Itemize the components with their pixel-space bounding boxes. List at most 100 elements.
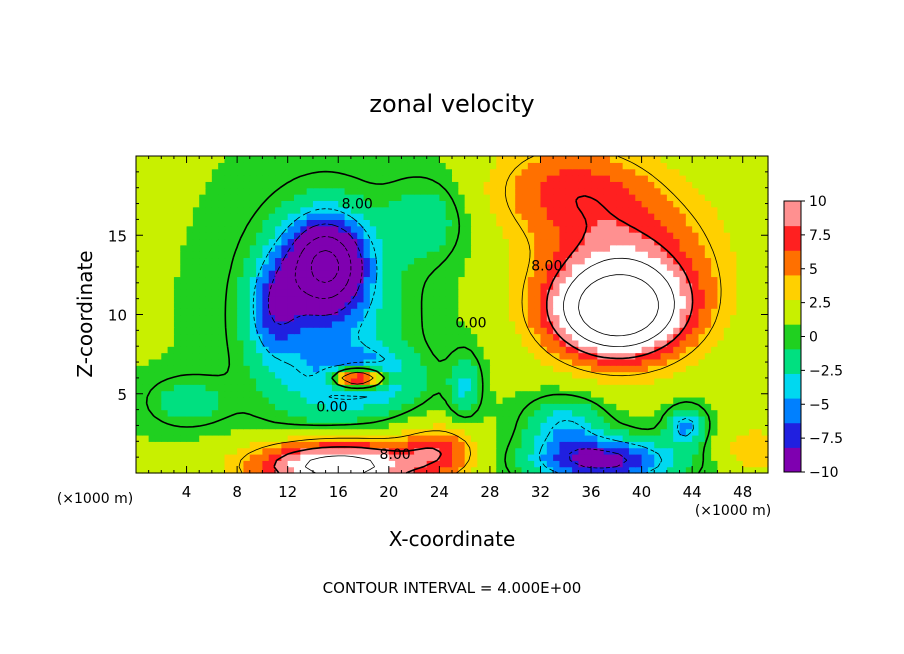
heatmap-cell xyxy=(331,428,339,436)
heatmap-cell xyxy=(218,346,226,354)
heatmap-cell xyxy=(369,232,377,240)
heatmap-cell xyxy=(546,358,554,366)
heatmap-cell xyxy=(199,301,207,309)
heatmap-cell xyxy=(755,187,763,195)
heatmap-cell xyxy=(407,422,415,430)
heatmap-cell xyxy=(281,339,289,347)
heatmap-cell xyxy=(553,244,561,252)
heatmap-cell xyxy=(723,187,731,195)
heatmap-cell xyxy=(395,415,403,423)
heatmap-cell xyxy=(565,453,573,461)
heatmap-cell xyxy=(534,441,542,449)
heatmap-cell xyxy=(749,238,756,246)
heatmap-cell xyxy=(534,244,542,252)
heatmap-cell xyxy=(136,244,143,252)
heatmap-cell xyxy=(363,333,371,341)
heatmap-cell xyxy=(312,384,320,392)
heatmap-cell xyxy=(464,200,472,208)
heatmap-cell xyxy=(641,409,649,417)
heatmap-cell xyxy=(357,339,365,347)
heatmap-cell xyxy=(761,270,769,278)
heatmap-cell xyxy=(224,219,232,227)
heatmap-cell xyxy=(578,422,586,430)
heatmap-cell xyxy=(319,206,327,214)
heatmap-cell xyxy=(685,352,693,360)
heatmap-cell xyxy=(603,257,611,265)
heatmap-cell xyxy=(679,219,687,227)
heatmap-cell xyxy=(237,168,245,176)
heatmap-cell xyxy=(243,428,251,436)
heatmap-cell xyxy=(761,314,769,322)
heatmap-cell xyxy=(325,466,333,474)
heatmap-cell xyxy=(136,434,143,442)
heatmap-cell xyxy=(382,447,390,455)
heatmap-cell xyxy=(496,422,504,430)
heatmap-cell xyxy=(312,447,320,455)
heatmap-cell xyxy=(211,213,219,220)
heatmap-cell xyxy=(527,168,535,176)
heatmap-cell xyxy=(350,206,358,214)
heatmap-cell xyxy=(546,352,554,360)
heatmap-cell xyxy=(578,238,586,246)
heatmap-cell xyxy=(287,352,295,360)
heatmap-cell xyxy=(673,396,681,404)
heatmap-cell xyxy=(148,428,156,436)
heatmap-cell xyxy=(736,346,744,354)
heatmap-cell xyxy=(357,371,365,379)
heatmap-cell xyxy=(489,453,497,461)
heatmap-cell xyxy=(369,162,377,170)
heatmap-cell xyxy=(508,447,516,455)
heatmap-cell xyxy=(660,200,668,208)
heatmap-cell xyxy=(736,232,744,240)
heatmap-cell xyxy=(477,384,485,392)
heatmap-cell xyxy=(483,422,491,430)
heatmap-cell xyxy=(704,301,712,309)
heatmap-cell xyxy=(515,238,523,246)
heatmap-cell xyxy=(749,409,756,417)
heatmap-cell xyxy=(572,466,579,474)
heatmap-cell xyxy=(622,187,630,195)
heatmap-cell xyxy=(584,187,592,195)
heatmap-cell xyxy=(679,238,687,246)
heatmap-cell xyxy=(199,181,207,189)
heatmap-cell xyxy=(319,352,327,360)
heatmap-cell xyxy=(256,301,263,309)
heatmap-cell xyxy=(186,257,194,265)
heatmap-cell xyxy=(723,358,731,366)
heatmap-cell xyxy=(173,358,181,366)
heatmap-cell xyxy=(350,263,358,271)
heatmap-cell xyxy=(704,415,712,423)
heatmap-cell xyxy=(426,213,434,220)
heatmap-cell xyxy=(224,422,232,430)
heatmap-cell xyxy=(262,251,270,259)
heatmap-cell xyxy=(508,314,516,322)
heatmap-cell xyxy=(407,168,415,176)
heatmap-cell xyxy=(452,466,459,474)
heatmap-cell xyxy=(496,314,504,322)
heatmap-cell xyxy=(565,175,573,182)
heatmap-cell xyxy=(711,213,719,220)
heatmap-cell xyxy=(268,447,276,455)
heatmap-cell xyxy=(186,225,194,233)
heatmap-cell xyxy=(685,295,693,303)
heatmap-cell xyxy=(502,333,510,341)
heatmap-cell xyxy=(679,295,687,303)
heatmap-cell xyxy=(610,187,617,195)
heatmap-cell xyxy=(180,213,188,220)
heatmap-cell xyxy=(616,314,624,322)
heatmap-cell xyxy=(553,447,561,455)
heatmap-cell xyxy=(647,175,655,182)
heatmap-cell xyxy=(610,390,617,398)
heatmap-cell xyxy=(711,415,719,423)
heatmap-cell xyxy=(489,339,497,347)
heatmap-cell xyxy=(281,194,289,201)
heatmap-cell xyxy=(426,422,434,430)
heatmap-cell xyxy=(420,396,428,404)
heatmap-cell xyxy=(230,441,238,449)
heatmap-cell xyxy=(237,295,245,303)
heatmap-cell xyxy=(407,200,415,208)
heatmap-cell xyxy=(559,453,567,461)
heatmap-cell xyxy=(262,270,270,278)
heatmap-cell xyxy=(262,453,270,461)
heatmap-cell xyxy=(256,422,263,430)
